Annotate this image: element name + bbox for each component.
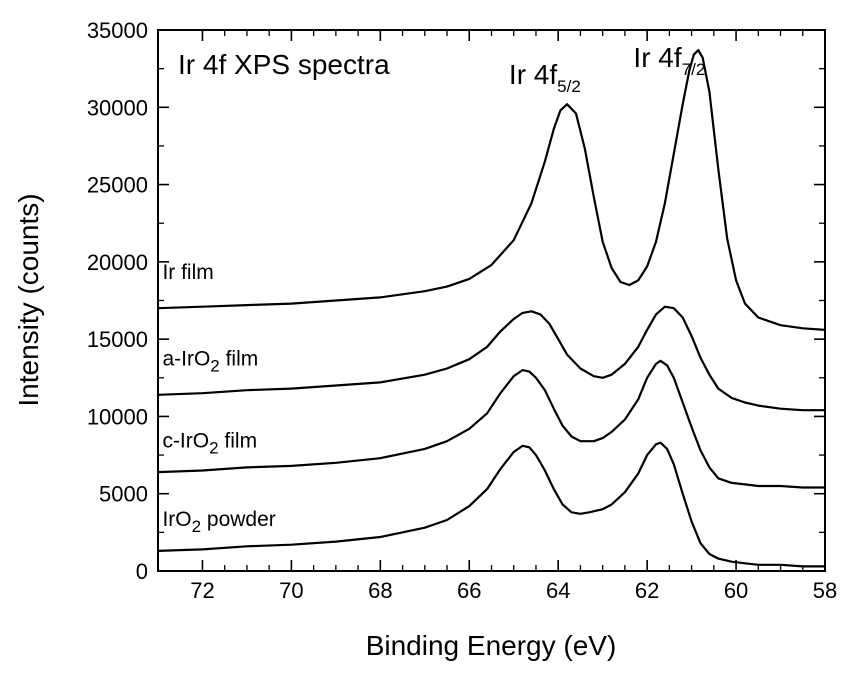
x-tick-label: 68 [368, 578, 392, 603]
peak-label-main: Ir 4f [633, 42, 681, 73]
axis-ticks [158, 29, 826, 572]
peak-label-sub: 5/2 [557, 77, 581, 96]
x-tick-label: 60 [724, 578, 748, 603]
x-tick-label: 70 [279, 578, 303, 603]
y-tick-label: 15000 [87, 327, 148, 352]
series-label-part: c-IrO [162, 429, 209, 452]
series-label-part: powder [201, 508, 276, 531]
y-tick-label: 5000 [99, 482, 148, 507]
series-label-part: 2 [192, 517, 201, 536]
series-label-part: Ir film [162, 261, 213, 284]
peak-labels: Ir 4f5/2Ir 4f7/2 [509, 42, 705, 96]
curve-ir-film [157, 48, 826, 331]
series-label-part: film [219, 429, 257, 452]
x-tick-label: 66 [457, 578, 481, 603]
series-label-iro2-powder: IrO2 powder [162, 508, 275, 536]
x-tick-label: 64 [546, 578, 570, 603]
x-tick-label: 62 [635, 578, 659, 603]
series-label-part: IrO [162, 508, 191, 531]
y-tick-label: 25000 [87, 173, 148, 198]
y-tick-label: 20000 [87, 250, 148, 275]
series-label-c-iro2-film: c-IrO2 film [162, 429, 257, 457]
series-label-part: 2 [210, 356, 219, 375]
curve-c-iro2-film [157, 359, 825, 489]
y-axis-label: Intensity (counts) [13, 193, 44, 406]
x-tick-label: 58 [813, 578, 837, 603]
chart-title: Ir 4f XPS spectra [178, 49, 390, 80]
x-tick-label: 72 [190, 578, 214, 603]
series-label-part: film [220, 347, 258, 370]
y-tick-label: 0 [136, 559, 148, 584]
y-tick-label: 30000 [87, 95, 148, 120]
y-tick-label: 35000 [87, 18, 148, 43]
plot-frame [157, 29, 826, 572]
y-tick-label: 10000 [87, 404, 148, 429]
y-tick-labels: 0 5000 10000 15000 20000 25000 30000 35000 [87, 18, 148, 584]
peak-label-sub: 7/2 [682, 60, 706, 79]
x-tick-labels: 72 70 68 66 64 62 60 58 [190, 578, 837, 603]
series-label-ir-film: Ir film [162, 261, 213, 284]
series-label-a-iro2-film: a-IrO2 film [162, 347, 258, 375]
peak-label-main: Ir 4f [509, 59, 557, 90]
spectra-curves [157, 48, 826, 568]
x-axis-label: Binding Energy (eV) [366, 630, 617, 661]
curve-iro2-powder [157, 441, 825, 568]
peak-label: Ir 4f7/2 [633, 42, 705, 79]
peak-label: Ir 4f5/2 [509, 59, 581, 96]
series-label-part: a-IrO [162, 347, 210, 370]
curve-a-iro2-film [157, 305, 825, 412]
series-label-part: 2 [209, 438, 218, 457]
